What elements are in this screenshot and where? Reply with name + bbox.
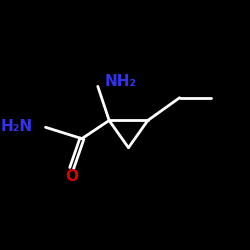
Text: H₂N: H₂N xyxy=(1,119,33,134)
Text: NH₂: NH₂ xyxy=(104,74,137,89)
Text: O: O xyxy=(65,168,78,184)
